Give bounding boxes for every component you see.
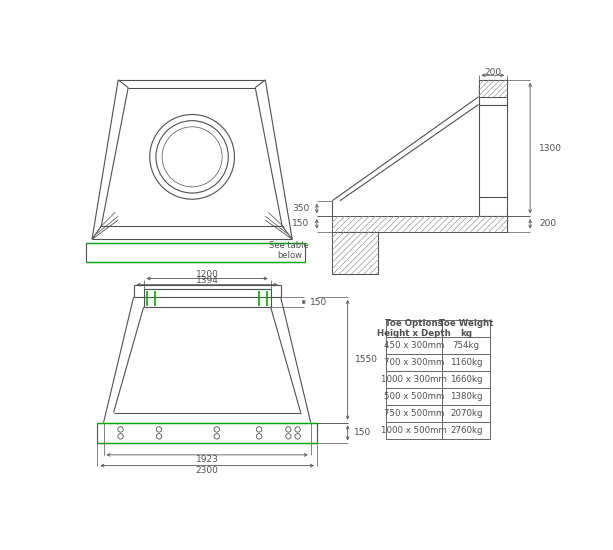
Text: 1380kg: 1380kg xyxy=(450,392,482,401)
Bar xyxy=(386,371,443,388)
Bar xyxy=(443,388,490,405)
Text: 1660kg: 1660kg xyxy=(450,375,482,384)
Bar xyxy=(479,80,507,97)
Text: 2760kg: 2760kg xyxy=(450,426,482,434)
Text: 150: 150 xyxy=(310,298,327,306)
Text: 200: 200 xyxy=(484,68,501,76)
Text: 150: 150 xyxy=(292,219,309,228)
Text: 2300: 2300 xyxy=(196,466,219,475)
Text: 1300: 1300 xyxy=(539,144,562,152)
Text: 1000 x 500mm: 1000 x 500mm xyxy=(381,426,447,434)
Text: See table
below: See table below xyxy=(269,241,309,261)
Text: 1200: 1200 xyxy=(196,270,219,279)
Text: 1160kg: 1160kg xyxy=(450,358,482,367)
Bar xyxy=(332,216,507,232)
Text: 200: 200 xyxy=(539,219,557,228)
Bar xyxy=(443,354,490,371)
Bar xyxy=(386,405,443,422)
Bar xyxy=(386,354,443,371)
Text: 1000 x 300mm: 1000 x 300mm xyxy=(381,375,447,384)
Bar xyxy=(386,388,443,405)
Bar xyxy=(386,422,443,439)
Text: 350: 350 xyxy=(292,204,309,213)
Text: 450 x 300mm: 450 x 300mm xyxy=(384,341,444,350)
Text: 2070kg: 2070kg xyxy=(450,409,482,418)
Bar xyxy=(443,337,490,354)
Text: 1394: 1394 xyxy=(196,276,219,285)
Bar xyxy=(386,337,443,354)
Bar xyxy=(443,320,490,337)
Bar xyxy=(386,320,443,337)
Bar xyxy=(443,405,490,422)
Bar xyxy=(443,371,490,388)
Text: 1923: 1923 xyxy=(196,455,219,464)
Bar xyxy=(332,232,378,274)
Text: 754kg: 754kg xyxy=(453,341,480,350)
Bar xyxy=(443,422,490,439)
Text: 700 x 300mm: 700 x 300mm xyxy=(384,358,444,367)
Text: 150: 150 xyxy=(354,428,371,437)
Text: 750 x 500mm: 750 x 500mm xyxy=(384,409,444,418)
Text: Toe Options
Height x Depth: Toe Options Height x Depth xyxy=(378,319,451,338)
Text: 500 x 500mm: 500 x 500mm xyxy=(384,392,444,401)
Text: 1550: 1550 xyxy=(356,355,378,364)
Text: Toe Weight
kg: Toe Weight kg xyxy=(439,319,493,338)
